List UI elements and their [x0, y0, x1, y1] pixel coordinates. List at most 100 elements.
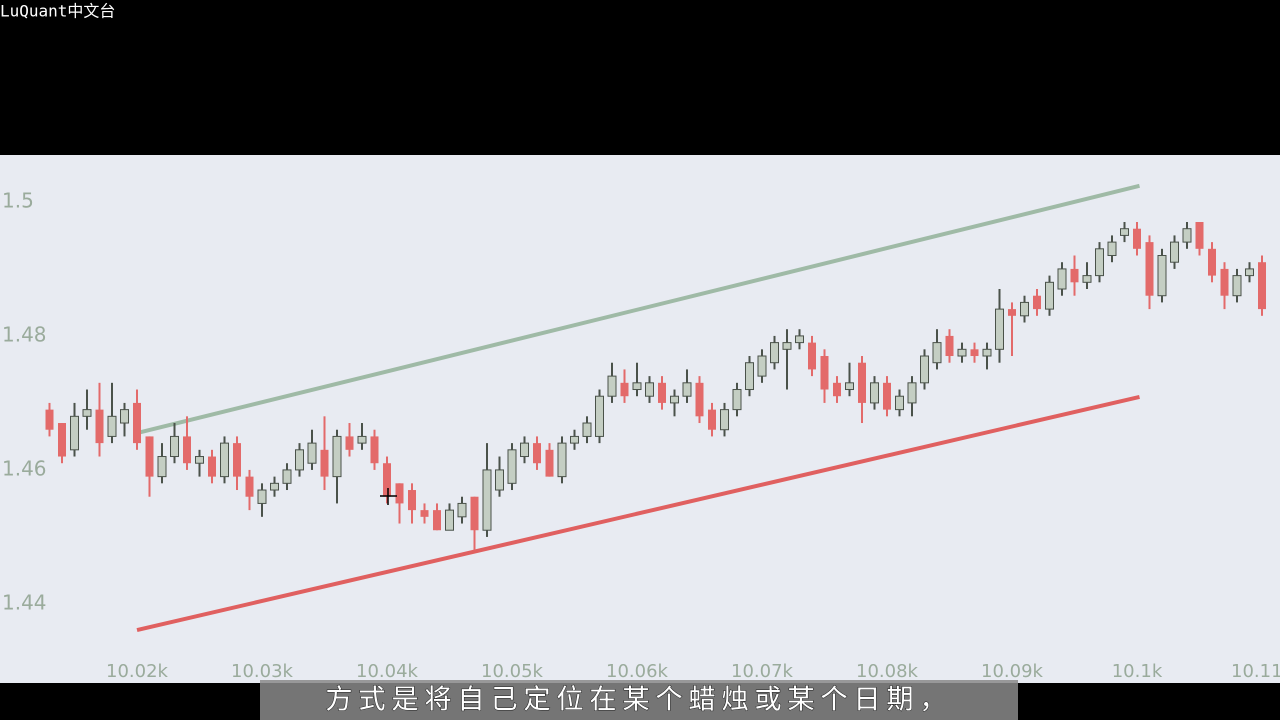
candle-body [307, 442, 317, 464]
candle-body [1220, 268, 1229, 296]
candle-body [545, 449, 554, 477]
x-tick-label: 10.02k [106, 661, 169, 682]
candle-body [620, 382, 629, 397]
candle-body [995, 308, 1004, 350]
candle-body [607, 375, 617, 397]
candle-body [1033, 295, 1041, 310]
candle-body [970, 349, 979, 357]
candle-body [670, 395, 679, 404]
candle-body [745, 362, 754, 391]
candle-body [370, 436, 379, 464]
candle-body [570, 435, 579, 444]
x-tick-label: 10.05k [481, 661, 544, 682]
subtitle-box [260, 680, 1018, 720]
candle-body [757, 355, 767, 377]
candle-body [157, 456, 167, 478]
candle-body [408, 490, 416, 511]
candle-body [495, 469, 504, 491]
candle-body [1020, 301, 1029, 317]
candle-body [1157, 255, 1167, 297]
candle-body [820, 356, 829, 390]
candle-body [695, 382, 704, 417]
y-tick-label: 1.5 [2, 188, 34, 212]
candle-body [332, 435, 342, 478]
plot-area [0, 155, 1280, 683]
x-tick-label: 10.11k [1231, 661, 1280, 682]
plot: 1.44 1.46 1.48 1.5 10.02k 10.03k 10.04k 10.05k 1… [2, 183, 1280, 682]
candle-body [595, 395, 604, 437]
candle-body [1057, 268, 1067, 290]
candle-body [1120, 228, 1129, 236]
candle-body [420, 510, 429, 517]
candle-body [858, 362, 866, 403]
candle-body [708, 409, 716, 430]
candle-body [883, 382, 891, 410]
candle-body [1107, 241, 1117, 257]
trend-line [136, 394, 1140, 633]
candle-body [1208, 248, 1216, 276]
candle-body [170, 435, 179, 458]
candle-body [1008, 309, 1016, 316]
candle-body [920, 355, 929, 384]
candle-body [632, 382, 642, 391]
crosshair [380, 488, 397, 505]
candle-body [1182, 228, 1192, 243]
candle-body [245, 476, 254, 497]
candle-body [357, 435, 367, 444]
candle-body [145, 436, 154, 477]
x-tick-label: 10.09k [981, 661, 1044, 682]
candle-body [870, 382, 879, 404]
candle-body [957, 348, 967, 357]
candle-body [445, 509, 454, 531]
candle-body [582, 422, 592, 437]
candle-body [70, 415, 79, 451]
candle-body [45, 409, 54, 430]
candle-body [282, 469, 292, 484]
candle-body [982, 348, 992, 357]
candle-body [320, 449, 329, 477]
candle-body [345, 436, 354, 450]
candle-body [1145, 242, 1154, 296]
candle-body [1095, 248, 1104, 277]
candle-body [133, 402, 141, 444]
candle-body [520, 442, 529, 458]
candle-body [557, 442, 567, 478]
candle-body [507, 449, 517, 484]
y-tick-label: 1.44 [2, 590, 47, 614]
candle-body [1070, 268, 1079, 283]
candle-body [1245, 268, 1254, 277]
candle-body [383, 463, 391, 497]
candle-body [533, 443, 541, 464]
candle-body [233, 443, 241, 477]
x-tick-label: 10.06k [606, 661, 669, 682]
candle-body [208, 456, 216, 477]
candle-body [257, 489, 267, 504]
x-tick-label: 10.07k [731, 661, 794, 682]
candle-body [907, 382, 917, 404]
candle-body [470, 496, 479, 531]
y-tick-label: 1.48 [2, 322, 47, 346]
candle-body [120, 409, 129, 424]
candle-body [107, 415, 117, 437]
candle-body [895, 395, 904, 411]
x-tick-label: 10.03k [231, 661, 294, 682]
candle-body [58, 423, 66, 457]
channel-title: LuQuant中文台 [0, 2, 115, 21]
candle-body [770, 342, 779, 364]
candle-body [1170, 241, 1179, 263]
x-tick-label: 10.1k [1112, 661, 1163, 682]
candle-body [1133, 228, 1141, 249]
candle-body [183, 436, 191, 464]
candle-body [1232, 275, 1242, 297]
candle-body [645, 382, 654, 397]
trend-line [136, 183, 1140, 436]
candle-body [945, 335, 954, 357]
candle-body [808, 342, 816, 370]
candle-body [732, 389, 742, 411]
candle-body [682, 382, 692, 397]
candle-body [395, 483, 404, 504]
candle-body [220, 442, 229, 478]
candle-body [1045, 281, 1054, 310]
candle-body [270, 482, 279, 491]
